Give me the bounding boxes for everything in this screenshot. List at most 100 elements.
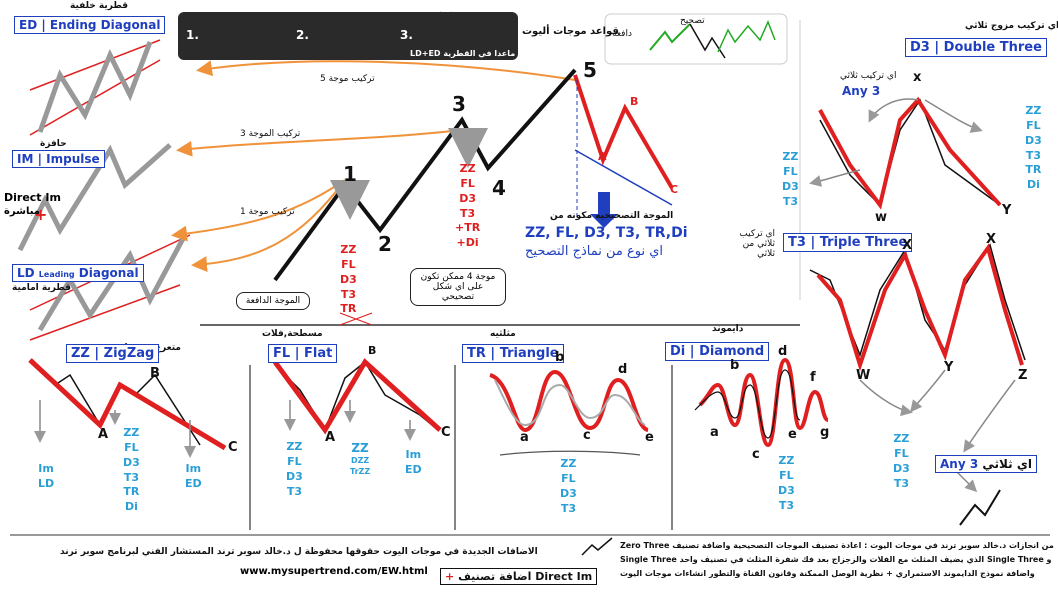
direct-im-arabic: مباشرة (4, 206, 40, 217)
plus-icon: + (34, 205, 48, 224)
direct-im-label: Direct Im (4, 191, 61, 204)
zz-left-options: Im LD (38, 462, 55, 490)
ld-box: LD Leading Diagonal (12, 264, 144, 282)
tr-box: TR | Triangle (462, 344, 564, 363)
rule1-label: 1. (186, 28, 199, 42)
tr-arabic: مثلثيه (490, 329, 516, 339)
wave-3-label: 3 (452, 92, 466, 116)
double-three-drawing (809, 96, 1002, 210)
wave-a-label: A (598, 150, 607, 163)
wave-c-label: C (670, 183, 679, 196)
t3-options: ZZ FL D3 T3 (893, 432, 910, 490)
corrective-list: ZZ, FL, D3, T3, TR,Di (525, 225, 688, 241)
di-e-label: e (788, 427, 797, 442)
footer-url[interactable]: www.mysupertrend.com/EW.html (240, 566, 428, 577)
di-a-label: a (710, 425, 719, 440)
zz-a-options: ZZ FL D3 T3 TR Di (123, 426, 140, 514)
di-f-label: f (810, 370, 816, 385)
d3-x-label: x (913, 70, 922, 85)
fl-right-options: Im ED (405, 448, 422, 476)
fl-a-label: A (325, 430, 336, 445)
wave4-options: ZZ FL D3 T3 +TR +Di (455, 162, 481, 250)
rules-bar: 1. 2. 3. ماعدا في القطرية LD+ED (178, 12, 518, 60)
t3-box: T3 | Triple Three (783, 233, 913, 252)
d3-box: D3 | Double Three (905, 38, 1047, 57)
zz-a-label: A (98, 427, 109, 442)
im-arabic: حافزة (40, 139, 67, 149)
tr-a-label: a (520, 430, 529, 445)
di-g-label: g (820, 425, 830, 440)
footer-copyright: الاضافات الجديدة في موجات اليوت حقوقها م… (60, 547, 538, 557)
di-d-label: d (778, 344, 788, 359)
arrow-wave1-structure-2 (191, 179, 346, 273)
corrective-made-label: الموجة التصحيحيه مكونه من (550, 211, 674, 221)
tr-b-label: b (555, 350, 565, 365)
d3-arabic: اي تركيب مزوج ثلاثي (965, 21, 1058, 31)
ld-arabic: قطرية امامية (12, 283, 71, 293)
flat-drawing (272, 358, 442, 441)
di-arabic: دايموند (712, 324, 744, 334)
main-corrective-wave (573, 74, 674, 190)
fl-arabic: مسطحة,فلات (262, 329, 323, 339)
wave1-structure-label: تركيب موجة 1 (240, 207, 295, 217)
footer-wave-icon (581, 537, 613, 556)
any-pattern-label: اي نوع من نماذج التصحيح (525, 244, 664, 259)
wave-5-label: 5 (583, 58, 597, 82)
triangle-drawing (489, 369, 649, 456)
tr-d-label: d (618, 362, 628, 377)
d3-options-left: ZZ FL D3 T3 (782, 150, 799, 208)
correction-label: تصحيح (680, 16, 705, 26)
t3-x1-label: X (902, 238, 913, 253)
add-direct-im-box: + اضافة تصنيف Direct Im (440, 568, 598, 585)
footer-note1: من انجازات د.خالد سوبر ترند في موجات الي… (620, 541, 1054, 550)
d3-options: ZZ FL D3 T3 TR Di (1025, 104, 1042, 192)
wave3-structure-label: تركيب الموجة 3 (240, 129, 301, 139)
fl-mid-options: ZZ DZZ TrZZ (350, 441, 371, 476)
wave-1-label: 1 (343, 162, 357, 186)
arrow-wave3-structure (176, 129, 461, 157)
fl-b-label: B (368, 344, 377, 357)
ending-diagonal-drawing (29, 39, 161, 136)
fl-box: FL | Flat (268, 344, 338, 363)
tr-c-label: c (583, 428, 591, 443)
t3-y-label: Y (944, 360, 954, 375)
wave2-options: ZZ FL D3 T3 TR (340, 243, 357, 316)
fl-left-options: ZZ FL D3 T3 (286, 440, 303, 498)
zz-right-options: Im ED (185, 462, 202, 490)
tr-options: ZZ FL D3 T3 (560, 457, 577, 515)
t3-z-label: Z (1018, 368, 1028, 383)
impulse-word-label: دافعه (612, 29, 632, 39)
rule3-label: 3. (400, 28, 413, 42)
wave-b-label: B (630, 95, 639, 108)
arrow-wave1-structure (171, 179, 346, 242)
footer-note3: واضافة نموذج الدايموند الاستمراري + نظري… (620, 569, 1035, 578)
im-box: IM | Impulse (12, 150, 105, 168)
corrective-channel (574, 149, 673, 206)
d3-y-label: Y (1002, 203, 1012, 218)
wave5-structure-label: تركيب موجة 5 (320, 74, 375, 84)
ed-arabic: قطرية خلفية (70, 1, 128, 11)
wave-2-label: 2 (378, 232, 392, 256)
di-c-label: c (752, 447, 760, 462)
zz-b-label: B (150, 366, 160, 381)
rule2-label: 2. (296, 28, 309, 42)
fl-c-label: C (441, 425, 451, 440)
wave4-note: موجة 4 ممكن تكون على اي شكل تصحيحي (410, 268, 506, 306)
zz-c-label: C (228, 440, 238, 455)
any3-box: Any 3 اي ثلاثي (935, 455, 1037, 473)
di-b-label: b (730, 358, 740, 373)
tr-e-label: e (645, 430, 654, 445)
rules-title: قواعد موجات أليوت (522, 26, 619, 37)
t3-x2-label: X (986, 232, 997, 247)
footer-note2: و Single Three الذي يضيف المثلث مع الفلا… (620, 555, 1052, 564)
down-arrow-icon (590, 192, 618, 228)
t3-w-label: W (856, 368, 871, 383)
zigzag-drawing (28, 358, 227, 458)
impulse-drawing (17, 143, 172, 252)
d3-w-label: w (875, 210, 888, 225)
triple-three-drawing (809, 243, 1026, 526)
arrow-wave5-structure (196, 60, 576, 81)
ed-box: ED | Ending Diagonal (14, 16, 166, 34)
wave-4-label: 4 (492, 176, 506, 200)
